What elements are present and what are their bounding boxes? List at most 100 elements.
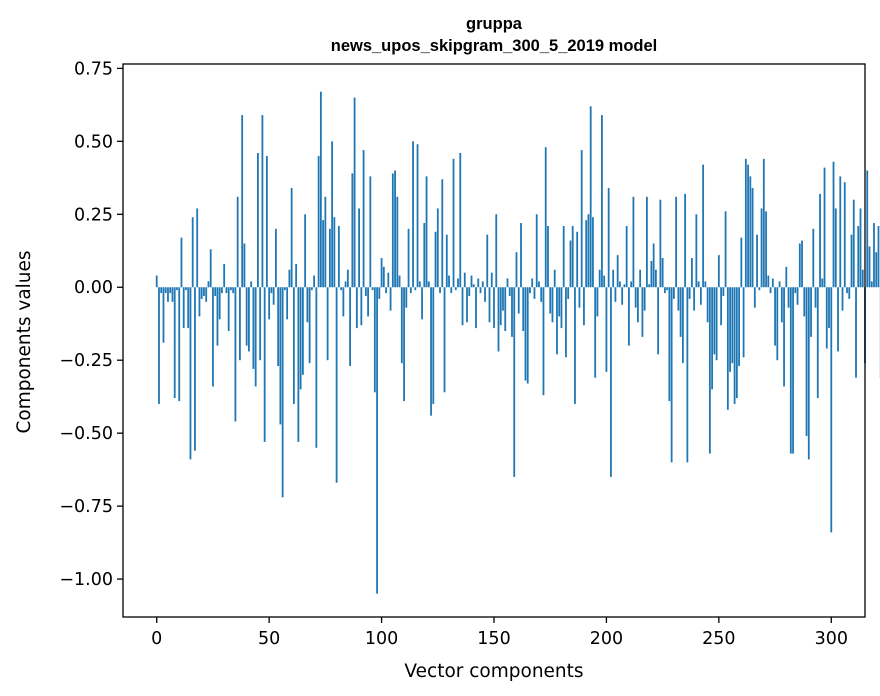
bar (479, 287, 482, 294)
x-tick-label: 100 (365, 629, 398, 649)
bar (508, 287, 511, 296)
bar (814, 287, 817, 308)
bar (371, 287, 374, 291)
bar (830, 287, 833, 533)
bar (430, 287, 432, 416)
bar (630, 281, 633, 288)
x-axis-ticks: 0 50 100 150 200 250 300 (151, 617, 848, 649)
bar (394, 170, 396, 288)
bar (279, 287, 282, 425)
bar (794, 287, 797, 294)
bar (346, 269, 349, 288)
bar (717, 255, 720, 288)
bar (158, 287, 160, 404)
bars-group (155, 91, 880, 594)
bar (513, 287, 516, 477)
bar (603, 275, 606, 288)
bar (502, 287, 504, 311)
bar (544, 147, 547, 288)
bar (178, 287, 181, 402)
bar (337, 225, 340, 288)
bar (488, 287, 491, 323)
bar (551, 287, 554, 323)
x-tick-label: 300 (815, 629, 848, 649)
bar (558, 287, 561, 317)
y-tick-label: 0.25 (74, 205, 113, 225)
bar (787, 287, 790, 308)
bar (230, 287, 232, 291)
bar (209, 249, 212, 288)
bar (252, 287, 255, 369)
bar (605, 287, 608, 372)
bar (841, 287, 844, 311)
bar (598, 269, 601, 288)
bar (203, 287, 205, 296)
bar (499, 287, 502, 326)
bar (574, 287, 576, 404)
bar (484, 287, 486, 302)
bar (672, 287, 675, 299)
bar (272, 287, 275, 305)
bar (376, 287, 378, 594)
bar (355, 287, 358, 329)
bar (445, 234, 448, 288)
bar (403, 287, 405, 402)
bar (452, 158, 455, 288)
bar (243, 243, 246, 288)
bar (436, 208, 439, 288)
bar (169, 287, 172, 294)
bar (324, 196, 327, 288)
bar (850, 234, 853, 288)
y-tick-label: −1.00 (59, 570, 113, 590)
bar (286, 287, 289, 320)
bar (463, 272, 466, 288)
bar (180, 237, 183, 288)
bar (380, 258, 383, 288)
bar (861, 269, 864, 288)
bar (619, 281, 621, 288)
bar (819, 193, 821, 288)
bar (704, 281, 707, 288)
bar (241, 115, 244, 288)
bar (412, 141, 414, 288)
bar (160, 287, 163, 294)
bar (859, 208, 862, 288)
bar (486, 234, 489, 288)
bar (266, 155, 268, 288)
bar (189, 287, 192, 460)
bar (589, 106, 592, 288)
bar (875, 252, 878, 288)
bar (610, 287, 612, 477)
bar (670, 287, 673, 463)
bar (810, 287, 812, 337)
bar (155, 275, 158, 288)
bar (659, 199, 662, 288)
bar (398, 275, 401, 288)
bar (454, 287, 457, 291)
bar (774, 287, 776, 346)
bar (834, 208, 837, 288)
bar (663, 287, 666, 294)
bar (628, 287, 630, 346)
bar (852, 199, 855, 288)
y-tick-label: 0.75 (74, 59, 113, 79)
bar (389, 287, 392, 311)
bar (601, 115, 603, 288)
bar (538, 281, 540, 288)
bar (283, 287, 286, 291)
bar (724, 211, 727, 288)
bar (310, 287, 313, 291)
bar (171, 287, 174, 302)
bar (571, 225, 574, 288)
bar (367, 287, 369, 317)
bar (443, 287, 446, 393)
bar (553, 269, 556, 288)
bar (353, 97, 356, 288)
bar (837, 287, 839, 352)
y-tick-label: 0.00 (74, 278, 113, 298)
bar (432, 287, 435, 404)
x-tick-label: 0 (151, 629, 162, 649)
bar (708, 287, 711, 454)
bar (848, 287, 851, 299)
bar (542, 287, 545, 396)
